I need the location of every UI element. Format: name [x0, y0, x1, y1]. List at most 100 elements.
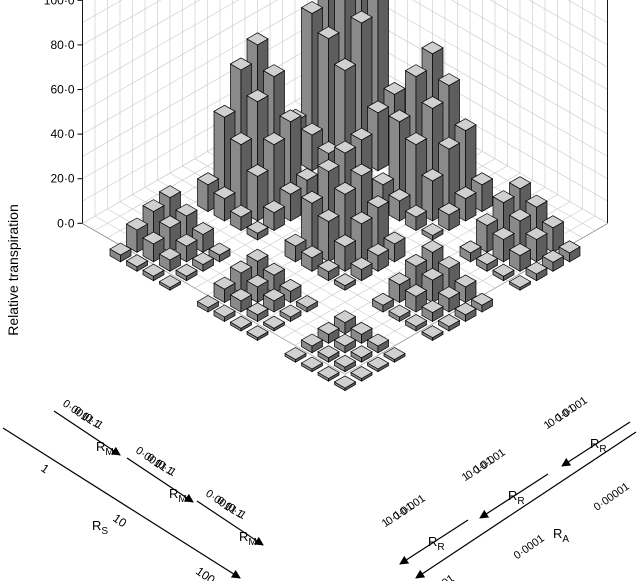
bar-face-top — [213, 104, 236, 118]
grid-line — [412, 0, 608, 113]
bar-face-top — [158, 275, 182, 288]
bars-layer — [109, 0, 581, 392]
bar — [142, 263, 165, 282]
bar — [300, 356, 324, 373]
bar — [175, 233, 198, 263]
bar-face-top — [388, 272, 411, 286]
z-tick-label: 40·0 — [50, 127, 74, 141]
bar — [213, 186, 236, 222]
bar-face-top — [300, 190, 324, 204]
bar-face-top — [333, 273, 357, 287]
bar — [421, 223, 444, 241]
bar — [404, 313, 428, 332]
bar — [158, 247, 182, 272]
bar — [492, 263, 515, 282]
bar-face-top — [213, 304, 236, 318]
bar — [404, 204, 428, 232]
bar-face-top — [383, 81, 406, 95]
bar-face-top — [246, 302, 269, 316]
bar-face-top — [508, 243, 532, 257]
bar-face-top — [437, 136, 461, 150]
rr-tick-label: 1 — [542, 419, 554, 432]
bar — [525, 261, 548, 282]
bar-face-top — [300, 356, 324, 370]
bar — [383, 347, 406, 363]
bar-face-top — [142, 263, 165, 277]
bar-face-top — [246, 325, 269, 339]
bar-face-top — [317, 259, 340, 273]
bar — [437, 202, 461, 232]
bar-face-top — [421, 223, 444, 236]
bar-face-top — [454, 118, 477, 132]
bar-face-top — [191, 221, 215, 235]
bar-face-top — [317, 321, 340, 335]
bar-face-top — [229, 57, 253, 71]
bar — [246, 220, 269, 241]
rm-axis-arrow — [53, 410, 121, 456]
bar-face-top — [383, 231, 406, 245]
bar-face-top — [525, 261, 548, 275]
bar — [454, 186, 477, 222]
rr-axis-label: RR — [508, 488, 525, 507]
bar-face-top — [158, 247, 182, 261]
bar-face-top — [454, 274, 477, 288]
bar-face-top — [366, 333, 390, 347]
bar — [421, 325, 444, 342]
rr-axis-arrow — [399, 519, 469, 565]
bar-face-top — [350, 10, 373, 24]
bar — [558, 240, 581, 263]
ra-tick-label: 0·001 — [427, 573, 457, 581]
rs-tick-label: 100 — [193, 564, 218, 581]
bar-face-top — [470, 172, 494, 186]
bar-face-top — [262, 132, 286, 146]
bar-face-top — [366, 195, 390, 209]
bar — [284, 347, 307, 363]
bar-face-top — [284, 347, 307, 361]
bar — [350, 345, 373, 363]
rm-axis-arrow — [196, 500, 264, 546]
grid-line — [82, 0, 162, 46]
bar — [454, 302, 477, 323]
bar — [213, 104, 236, 203]
rr-axis-arrow — [479, 473, 549, 519]
y-axis-title: Relative transpiration — [5, 204, 21, 336]
bar-face-top — [421, 239, 444, 253]
ra-axis-arrow — [415, 431, 637, 579]
bar-face-top — [366, 356, 390, 370]
bar-face-top — [421, 267, 444, 281]
bar-face-top — [492, 190, 515, 204]
bar-face-top — [492, 263, 515, 277]
bar-face-top — [404, 204, 428, 218]
bar-face-top — [404, 253, 428, 267]
right-axes: 0·0010·010·11RR0·0010·010·11RR0·0010·010… — [380, 395, 637, 581]
bar — [333, 333, 357, 354]
bar — [262, 200, 286, 232]
bar — [300, 245, 324, 272]
grid-line — [489, 0, 608, 68]
bar-face-top — [262, 200, 286, 214]
bar-face-top — [246, 32, 269, 46]
z-tick-label: 80·0 — [50, 38, 74, 52]
rs-tick-label: 10 — [110, 511, 129, 530]
bar-face-top — [421, 300, 444, 314]
z-tick-label: 0·0 — [57, 216, 75, 230]
bar-face-top — [350, 321, 373, 335]
bar-face-top — [208, 242, 231, 256]
rm-tick-label: 1 — [93, 419, 105, 432]
bar — [317, 345, 340, 363]
bar — [213, 276, 236, 304]
bar-face-top — [404, 132, 428, 146]
rr-axis-label: RR — [590, 436, 607, 455]
bar — [350, 321, 373, 344]
bar-face-top — [246, 248, 269, 262]
bar-face-top — [279, 278, 302, 292]
bar-face-top — [371, 172, 395, 186]
grid-line — [82, 0, 278, 113]
bar-face-top — [541, 215, 565, 229]
bar-face-top — [196, 172, 220, 186]
bar-face-top — [175, 263, 198, 277]
bar-face-top — [437, 286, 461, 300]
grid-line — [82, 0, 240, 90]
bar-face-top — [279, 304, 302, 318]
